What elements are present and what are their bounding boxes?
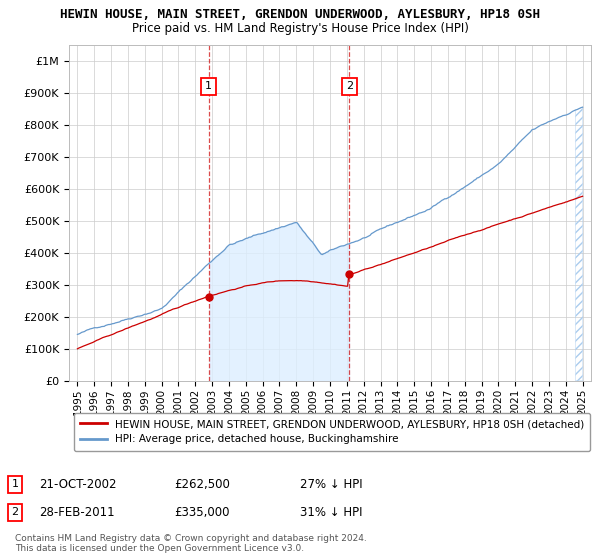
Text: £262,500: £262,500	[174, 478, 230, 491]
Text: £335,000: £335,000	[174, 506, 229, 519]
Legend: HEWIN HOUSE, MAIN STREET, GRENDON UNDERWOOD, AYLESBURY, HP18 0SH (detached), HPI: HEWIN HOUSE, MAIN STREET, GRENDON UNDERW…	[74, 413, 590, 451]
Text: HEWIN HOUSE, MAIN STREET, GRENDON UNDERWOOD, AYLESBURY, HP18 0SH: HEWIN HOUSE, MAIN STREET, GRENDON UNDERW…	[60, 8, 540, 21]
Text: Price paid vs. HM Land Registry's House Price Index (HPI): Price paid vs. HM Land Registry's House …	[131, 22, 469, 35]
Text: 1: 1	[205, 81, 212, 91]
Text: 27% ↓ HPI: 27% ↓ HPI	[300, 478, 362, 491]
Text: 31% ↓ HPI: 31% ↓ HPI	[300, 506, 362, 519]
Text: 1: 1	[11, 479, 19, 489]
Text: 2: 2	[11, 507, 19, 517]
Text: 28-FEB-2011: 28-FEB-2011	[39, 506, 115, 519]
Text: Contains HM Land Registry data © Crown copyright and database right 2024.
This d: Contains HM Land Registry data © Crown c…	[15, 534, 367, 553]
Text: 21-OCT-2002: 21-OCT-2002	[39, 478, 116, 491]
Text: 2: 2	[346, 81, 353, 91]
